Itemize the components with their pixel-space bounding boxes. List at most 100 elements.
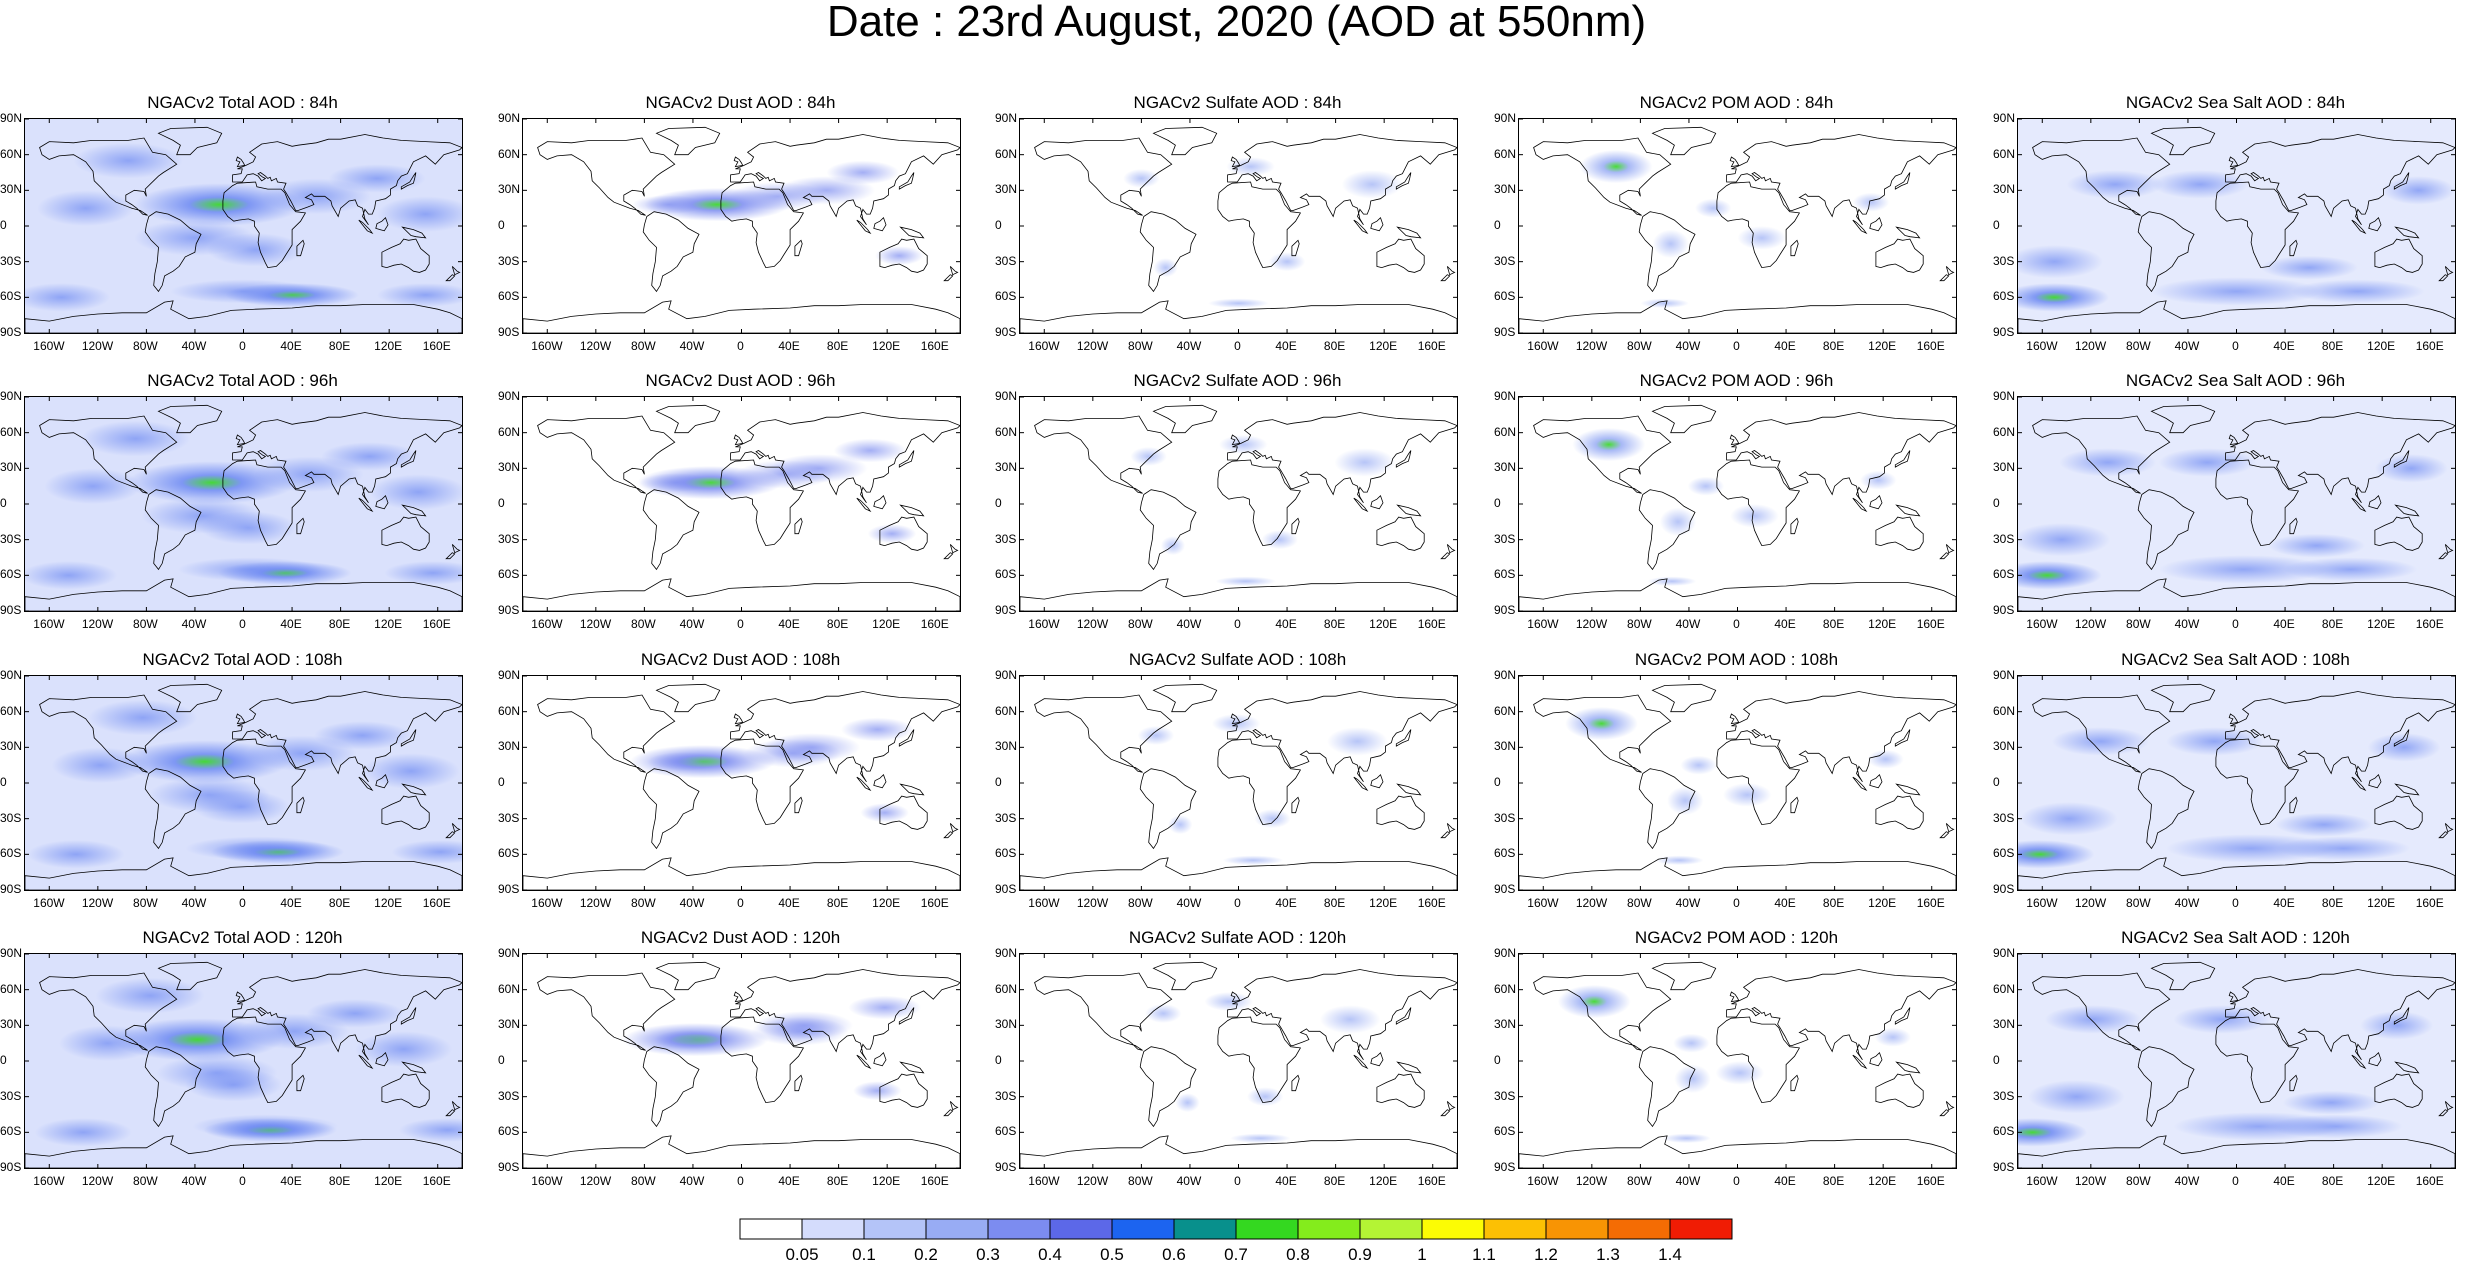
coastline-japan bbox=[1395, 172, 1412, 190]
lat-tick-label: 60S bbox=[1993, 1124, 2015, 1139]
lat-tick-label: 90S bbox=[995, 603, 1017, 617]
map-frame bbox=[1019, 953, 1458, 1169]
coastline-australia bbox=[879, 238, 928, 273]
coastline-eurasia bbox=[232, 412, 462, 504]
panel-title: NGACv2 Sulfate AOD : 84h bbox=[1133, 93, 1342, 112]
coastline-newguinea bbox=[899, 226, 925, 239]
lat-tick-label: 30S bbox=[1993, 810, 2015, 825]
lat-tick-label: 30N bbox=[995, 182, 1018, 197]
coastline-samerica bbox=[642, 489, 700, 571]
lat-tick-label: 30S bbox=[995, 531, 1017, 546]
coastline-australia bbox=[1376, 795, 1425, 830]
colorbar-swatch bbox=[1421, 1218, 1485, 1240]
panel-title: NGACv2 Dust AOD : 108h bbox=[640, 650, 841, 669]
lon-tick-label: 40E bbox=[1275, 1174, 1297, 1188]
lat-tick-label: 60S bbox=[1494, 567, 1516, 582]
lon-tick-label: 120W bbox=[1076, 896, 1109, 910]
coastline-sumatra bbox=[1852, 219, 1868, 235]
aerosol-plume bbox=[1667, 786, 1704, 816]
lon-tick-label: 40E bbox=[2273, 896, 2295, 910]
lon-tick-label: 120W bbox=[81, 896, 114, 910]
aerosol-plume bbox=[1579, 149, 1653, 184]
aerosol-plume bbox=[25, 561, 118, 590]
coastline-greenland bbox=[157, 126, 223, 156]
coastline-newguinea bbox=[401, 783, 427, 796]
coastline-newguinea bbox=[2394, 226, 2420, 239]
lon-tick-label: 120E bbox=[2367, 617, 2396, 631]
coastline-sumatra bbox=[358, 497, 374, 513]
coastline-sumatra bbox=[2351, 497, 2367, 513]
lat-tick-label: 60N bbox=[995, 146, 1018, 161]
coastline-africa bbox=[720, 1016, 805, 1104]
coastline-greenland bbox=[655, 404, 721, 434]
world-map bbox=[25, 397, 462, 611]
lat-tick-label: 30S bbox=[1494, 253, 1516, 268]
aerosol-plume bbox=[1268, 252, 1306, 272]
coastline-sumatra bbox=[856, 776, 872, 792]
lat-tick-label: 60N bbox=[995, 703, 1018, 718]
coastline-greenland bbox=[1651, 683, 1717, 713]
lon-tick-label: 160E bbox=[2415, 617, 2444, 631]
lat-tick-label: 0 bbox=[0, 218, 7, 232]
aerosol-plume bbox=[1874, 1027, 1912, 1047]
lat-tick-label: 60N bbox=[1494, 981, 1517, 996]
aerosol-plume bbox=[119, 740, 290, 783]
lat-tick-label: 30N bbox=[995, 460, 1018, 475]
lon-tick-label: 40W bbox=[181, 1174, 207, 1188]
world-map bbox=[25, 119, 462, 333]
lon-tick-label: 120W bbox=[1575, 339, 1608, 353]
coastline-australia bbox=[1875, 238, 1924, 273]
lon-tick-label: 120E bbox=[374, 339, 403, 353]
lon-tick-label: 160W bbox=[2026, 617, 2058, 631]
aerosol-plume bbox=[199, 511, 297, 545]
aerosol-plume bbox=[391, 840, 462, 864]
coastline-japan bbox=[400, 729, 417, 747]
coastline-australia bbox=[1376, 238, 1425, 273]
aerosol-plume bbox=[860, 803, 910, 823]
coastline-britain bbox=[2228, 156, 2239, 168]
lon-tick-label: 0 bbox=[2232, 617, 2239, 631]
lat-tick-label: 0 bbox=[1494, 1053, 1501, 1067]
aerosol-plume bbox=[384, 561, 462, 585]
panel-title: NGACv2 Sea Salt AOD : 108h bbox=[2121, 650, 2350, 669]
aerosol-plume bbox=[1715, 1061, 1765, 1085]
coastline-antarctica bbox=[1020, 1135, 1457, 1168]
lon-tick-label: 0 bbox=[737, 339, 744, 353]
coastline-madagascar bbox=[2289, 517, 2298, 535]
coastline-eurasia bbox=[1726, 412, 1956, 504]
lat-tick-label: 60N bbox=[1993, 981, 2016, 996]
lon-tick-label: 80W bbox=[1128, 896, 1153, 910]
coastline-antarctica bbox=[1020, 857, 1457, 890]
lat-tick-label: 60N bbox=[995, 981, 1018, 996]
aerosol-plume bbox=[1687, 476, 1725, 496]
lat-tick-label: 90S bbox=[995, 325, 1017, 339]
map-frame bbox=[522, 396, 961, 612]
coastline-newguinea bbox=[899, 783, 925, 796]
lat-tick-label: 60S bbox=[0, 1124, 22, 1139]
coastline-namerica bbox=[39, 694, 178, 773]
colorbar-swatch bbox=[863, 1218, 927, 1240]
coastline-japan bbox=[2393, 729, 2410, 747]
lon-tick-label: 40W bbox=[2174, 339, 2200, 353]
coastline-antarctica bbox=[1519, 857, 1956, 890]
aerosol-plume bbox=[1204, 992, 1254, 1012]
coastline-africa bbox=[1716, 459, 1801, 547]
lat-tick-label: 60N bbox=[498, 703, 521, 718]
colorbar-swatch bbox=[1297, 1218, 1361, 1240]
lon-tick-label: 80W bbox=[1627, 339, 1652, 353]
lat-tick-label: 90S bbox=[995, 882, 1017, 896]
lat-tick-label: 60S bbox=[498, 289, 520, 304]
lat-tick-label: 30S bbox=[498, 1088, 520, 1103]
coastline-antarctica bbox=[2018, 578, 2455, 611]
lon-tick-label: 80E bbox=[328, 1174, 351, 1188]
coastline-britain bbox=[1729, 991, 1740, 1003]
lat-tick-label: 60N bbox=[498, 424, 521, 439]
colorbar-swatch bbox=[1607, 1218, 1671, 1240]
coastline-greenland bbox=[1152, 126, 1218, 156]
coastline-nz bbox=[451, 1101, 461, 1111]
coastline-borneo bbox=[2368, 773, 2382, 789]
world-map bbox=[523, 397, 960, 611]
aerosol-plume bbox=[2018, 561, 2102, 590]
coastline-africa bbox=[222, 459, 307, 547]
lon-tick-label: 120E bbox=[1369, 339, 1398, 353]
